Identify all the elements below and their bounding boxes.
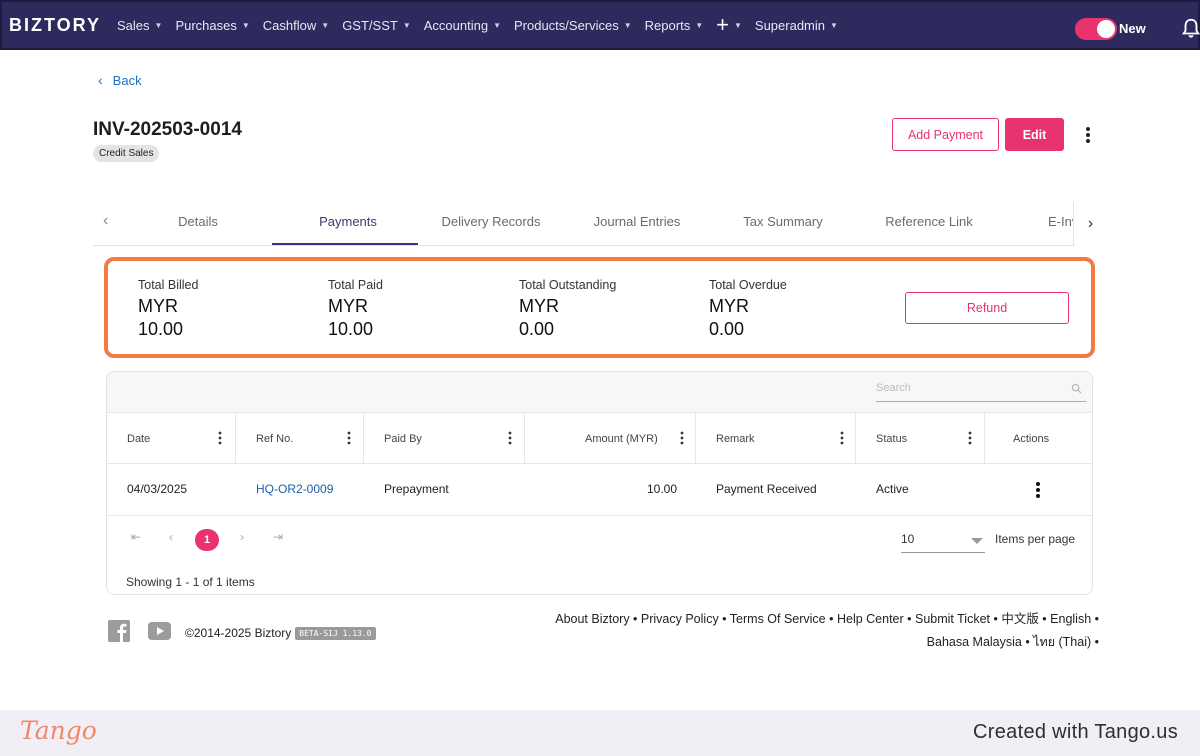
footer-links: About Biztory • Privacy Policy • Terms O… <box>0 608 1099 654</box>
search-icon <box>1071 383 1082 394</box>
column-menu-icon[interactable] <box>680 431 684 445</box>
tab-tax-summary[interactable]: Tax Summary <box>743 214 823 229</box>
next-page-icon[interactable]: › <box>240 530 244 544</box>
chevron-left-icon: ‹ <box>98 72 103 88</box>
column-header-amount[interactable]: Amount (MYR) <box>525 413 696 464</box>
column-header-paid-by[interactable]: Paid By <box>364 413 525 464</box>
search-input[interactable]: Search <box>876 380 1086 402</box>
page-title: INV-202503-0014 <box>93 119 242 140</box>
version-badge: BETA-SIJ 1.13.0 <box>295 626 376 640</box>
back-link[interactable]: ‹ Back <box>98 72 142 88</box>
tab-e-invoice[interactable]: E-Inv <box>1048 214 1079 229</box>
column-menu-icon[interactable] <box>840 431 844 445</box>
nav-item-purchases[interactable]: Purchases ▼ <box>175 17 250 33</box>
brand-logo[interactable]: BIZTORY <box>9 14 102 35</box>
items-per-page-label: Items per page <box>995 532 1076 546</box>
caret-down-icon: ▼ <box>402 20 411 30</box>
cell-amount: 10.00 <box>646 482 677 496</box>
first-page-icon[interactable]: ⇤ <box>131 530 142 544</box>
cell-paid-by: Prepayment <box>384 482 449 496</box>
column-header-status[interactable]: Status <box>856 413 985 464</box>
refund-button[interactable]: Refund <box>905 292 1069 324</box>
invoice-type-badge: Credit Sales <box>93 145 160 162</box>
nav-item-accounting[interactable]: Accounting ▼ <box>423 17 501 33</box>
summary-total-outstanding: Total Outstanding MYR 0.00 <box>519 278 617 339</box>
tango-logo: Tango <box>20 716 97 745</box>
plus-icon: + <box>716 12 729 37</box>
caret-down-icon: ▼ <box>493 20 501 30</box>
column-menu-icon[interactable] <box>508 431 512 445</box>
tango-credit: Created with Tango.us <box>973 721 1178 743</box>
new-ui-label: New <box>1119 21 1146 36</box>
nav-item-gst-sst[interactable]: GST/SST ▼ <box>342 17 411 33</box>
nav-item-cashflow[interactable]: Cashflow ▼ <box>262 17 330 33</box>
payment-summary-panel: Total Billed MYR 10.00 Total Paid MYR 10… <box>104 257 1095 358</box>
new-ui-toggle[interactable] <box>1075 18 1117 40</box>
add-payment-button[interactable]: Add Payment <box>892 118 999 151</box>
last-page-icon[interactable]: ⇥ <box>273 530 284 544</box>
showing-count: Showing 1 - 1 of 1 items <box>126 575 255 589</box>
youtube-icon[interactable] <box>148 622 171 640</box>
tab-delivery-records[interactable]: Delivery Records <box>441 214 541 229</box>
caret-down-icon: ▼ <box>695 20 704 30</box>
footer-links-line-1[interactable]: About Biztory • Privacy Policy • Terms O… <box>555 612 1099 626</box>
table-toolbar: Search <box>107 372 1092 412</box>
column-header-remark[interactable]: Remark <box>696 413 856 464</box>
bell-icon[interactable] <box>1180 16 1200 40</box>
cell-status: Active <box>876 482 909 496</box>
summary-total-billed: Total Billed MYR 10.00 <box>138 278 199 339</box>
summary-total-paid: Total Paid MYR 10.00 <box>328 278 383 339</box>
page-size-select[interactable]: 10 <box>901 529 985 553</box>
toggle-knob <box>1097 20 1115 38</box>
column-header-ref-no[interactable]: Ref No. <box>236 413 364 464</box>
copyright: ©2014-2025 Biztory BETA-SIJ 1.13.0 <box>185 626 376 640</box>
top-navbar: BIZTORY Sales ▼ Purchases ▼ Cashflow ▼ GST/… <box>0 0 1200 50</box>
payments-table-card: Search Date Ref No. Paid By Amount (MYR) <box>106 371 1093 595</box>
prev-page-icon[interactable]: ‹ <box>169 530 173 544</box>
column-menu-icon[interactable] <box>968 431 972 445</box>
more-options-icon[interactable] <box>1081 125 1095 145</box>
column-header-date[interactable]: Date <box>107 413 236 464</box>
cell-ref-no-link[interactable]: HQ-OR2-0009 <box>256 482 334 496</box>
cell-remark: Payment Received <box>716 482 817 496</box>
caret-down-icon: ▼ <box>733 20 742 30</box>
main-content: ‹ Back INV-202503-0014 Credit Sales Add … <box>0 50 1200 710</box>
tabs-scroll-right-icon[interactable]: › <box>1073 202 1107 246</box>
column-menu-icon[interactable] <box>218 431 222 445</box>
active-tab-indicator <box>272 243 418 245</box>
dropdown-arrow-icon <box>971 538 983 544</box>
caret-down-icon: ▼ <box>241 20 250 30</box>
page-number-current[interactable]: 1 <box>195 529 219 551</box>
summary-total-overdue: Total Overdue MYR 0.00 <box>709 278 787 339</box>
row-actions-icon[interactable] <box>1035 481 1041 499</box>
pagination: ⇤ ‹ 1 › ⇥ 10 Items per page Showing 1 - … <box>107 516 1092 594</box>
nav-item-products-services[interactable]: Products/Services ▼ <box>513 17 632 33</box>
tabs-scroll-left-icon[interactable]: ‹ <box>103 212 109 229</box>
tab-payments[interactable]: Payments <box>319 214 377 229</box>
table-header: Date Ref No. Paid By Amount (MYR) Remark… <box>107 412 1092 464</box>
footer-links-line-2[interactable]: Bahasa Malaysia • ไทย (Thai) • <box>926 635 1099 649</box>
caret-down-icon: ▼ <box>154 20 163 30</box>
quick-add-menu[interactable]: + ▼ <box>716 14 742 36</box>
tango-footer-bar: Tango Created with Tango.us <box>0 710 1200 756</box>
caret-down-icon: ▼ <box>321 20 330 30</box>
table-row: 04/03/2025 HQ-OR2-0009 Prepayment 10.00 … <box>107 464 1092 516</box>
nav-item-sales[interactable]: Sales ▼ <box>117 17 163 33</box>
tab-details[interactable]: Details <box>178 214 218 229</box>
tab-journal-entries[interactable]: Journal Entries <box>593 214 681 229</box>
caret-down-icon: ▼ <box>830 20 838 30</box>
main-menu: Sales ▼ Purchases ▼ Cashflow ▼ GST/SST ▼ Acc… <box>117 14 851 36</box>
column-header-actions: Actions <box>1013 432 1050 445</box>
column-menu-icon[interactable] <box>347 431 351 445</box>
user-menu[interactable]: Superadmin ▼ <box>754 17 838 33</box>
edit-button[interactable]: Edit <box>1005 118 1064 151</box>
tab-bar: ‹ Details Payments Delivery Records Jour… <box>93 202 1107 246</box>
tab-reference-link[interactable]: Reference Link <box>885 214 973 229</box>
nav-item-reports[interactable]: Reports ▼ <box>644 17 704 33</box>
caret-down-icon: ▼ <box>623 20 632 30</box>
cell-date: 04/03/2025 <box>127 482 188 496</box>
facebook-icon[interactable] <box>108 620 130 642</box>
